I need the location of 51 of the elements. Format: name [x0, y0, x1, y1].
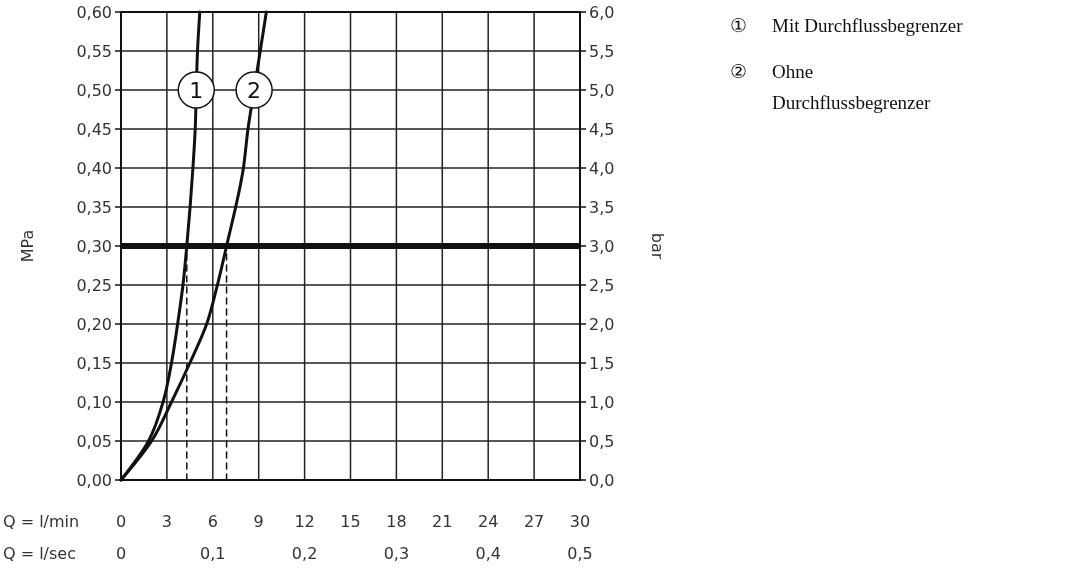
y2-axis-title: bar [648, 232, 667, 260]
y2-tick-label: 6,0 [589, 3, 615, 22]
y-tick-label: 0,10 [76, 393, 112, 412]
y-tick-label: 0,25 [76, 276, 112, 295]
y-tick-label: 0,45 [76, 120, 112, 139]
x-tick-label: 9 [253, 512, 264, 531]
x-tick-label: 21 [432, 512, 453, 531]
series-label: 2 [247, 78, 262, 103]
y2-tick-label: 0,5 [589, 432, 615, 451]
x-tick-label: 3 [161, 512, 172, 531]
y2-tick-label: 2,5 [589, 276, 615, 295]
text: ① Mit Durchflussbegrenzer [730, 15, 963, 36]
x2-tick-label: 0,3 [383, 544, 410, 563]
y2-tick-label: 1,5 [589, 354, 615, 373]
y2-tick-label: 5,0 [589, 81, 615, 100]
x2-tick-label: 0 [115, 544, 127, 563]
y-tick-label: 0,30 [76, 237, 112, 256]
y2-tick-label: 0,0 [589, 471, 615, 490]
x-tick-label: 0 [115, 512, 127, 531]
x-tick-label: 27 [523, 512, 545, 531]
x2-axis-title: Q = l/sec [3, 544, 76, 563]
y-tick-label: 0,35 [76, 198, 112, 217]
x-tick-label: 24 [478, 512, 499, 531]
y-axis-title: MPa [18, 229, 37, 263]
x-tick-label: 18 [386, 512, 407, 531]
y-tick-label: 0,20 [76, 315, 112, 334]
text: ② Ohne Durchflussbegrenzer [730, 61, 931, 113]
y-tick-label: 0,60 [76, 3, 112, 22]
y2-tick-label: 1,0 [589, 393, 615, 412]
y2-tick-label: 4,0 [589, 159, 615, 178]
y2-tick-label: 3,5 [589, 198, 615, 217]
y2-tick-label: 3,0 [589, 237, 615, 256]
x2-tick-label: 0,2 [291, 544, 318, 563]
x2-tick-label: 0,4 [475, 544, 501, 563]
y-tick-label: 0,50 [76, 81, 112, 100]
series-label: 1 [189, 78, 204, 103]
x2-tick-label: 0,5 [567, 544, 593, 563]
x2-tick-label: 0,1 [200, 544, 226, 563]
y-tick-label: 0,40 [76, 159, 112, 178]
x-tick-label: 15 [340, 512, 361, 531]
y-tick-label: 0,00 [76, 471, 112, 490]
y-tick-label: 0,15 [76, 354, 112, 373]
y2-tick-label: 2,0 [589, 315, 615, 334]
y2-tick-label: 5,5 [589, 42, 615, 61]
y2-tick-label: 4,5 [589, 120, 615, 139]
x-tick-label: 6 [207, 512, 218, 531]
x-axis-title: Q = l/min [3, 512, 80, 531]
x-tick-label: 12 [294, 512, 315, 531]
x-tick-label: 30 [569, 512, 591, 531]
y-tick-label: 0,05 [76, 432, 112, 451]
y-tick-label: 0,55 [76, 42, 112, 61]
